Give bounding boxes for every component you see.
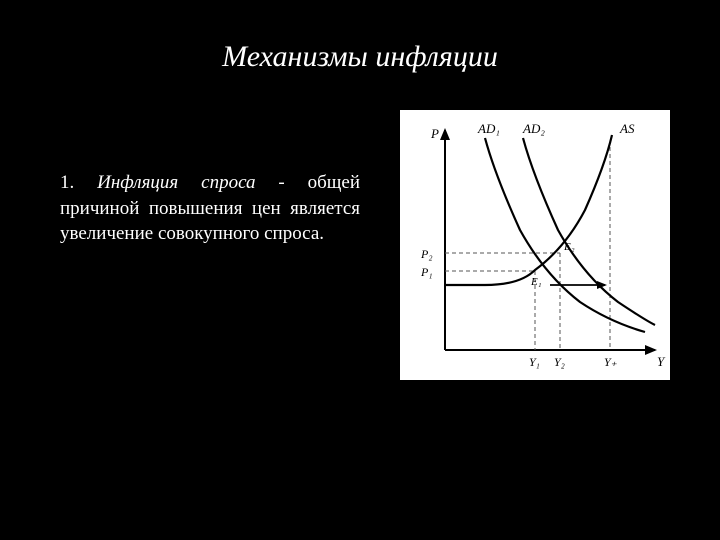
svg-text:P: P: [430, 126, 439, 141]
slide: Механизмы инфляции 1. Инфляция спроса - …: [0, 0, 720, 540]
slide-title: Механизмы инфляции: [0, 40, 720, 74]
svg-text:AD₁: AD₁: [477, 121, 500, 136]
body-paragraph: 1. Инфляция спроса - общей причиной повы…: [60, 170, 360, 247]
svg-text:AD₂: AD₂: [522, 121, 545, 136]
svg-text:Y₊: Y₊: [604, 355, 618, 369]
para-number: 1.: [60, 172, 74, 193]
svg-text:AS: AS: [619, 121, 635, 136]
ad-as-chart: PYAD₁AD₂ASE₁E₂P₁P₂Y₁Y₂Y₊: [400, 110, 670, 380]
svg-text:E₂: E₂: [563, 241, 575, 253]
svg-text:P₁: P₁: [420, 265, 433, 279]
svg-text:E₁: E₁: [530, 276, 542, 288]
svg-text:Y₂: Y₂: [554, 355, 565, 369]
svg-text:Y₁: Y₁: [529, 355, 540, 369]
svg-text:P₂: P₂: [420, 247, 433, 261]
chart-svg: PYAD₁AD₂ASE₁E₂P₁P₂Y₁Y₂Y₊: [400, 110, 670, 380]
para-italic: Инфляция спроса: [97, 172, 255, 193]
